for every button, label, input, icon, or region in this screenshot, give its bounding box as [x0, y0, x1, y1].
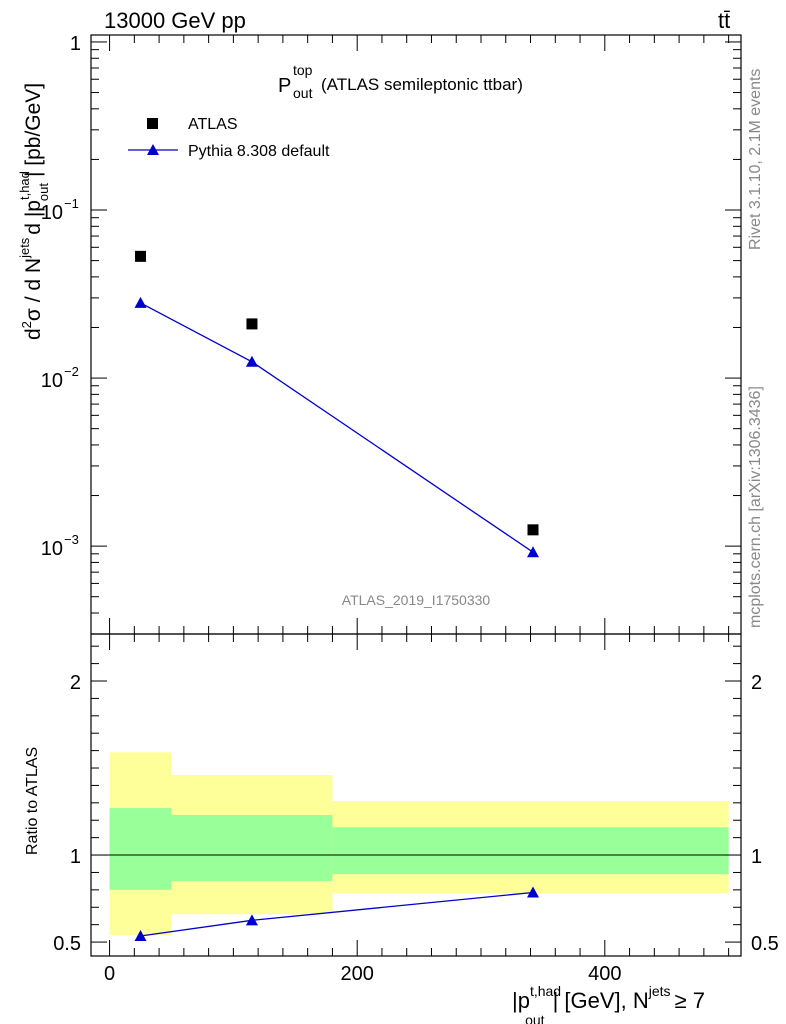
source-label: mcplots.cern.ch [arXiv:1306.3436]	[747, 386, 764, 628]
legend-atlas-marker	[147, 118, 158, 129]
ratio-pythia-point-2	[527, 886, 539, 898]
series-layer	[134, 250, 539, 941]
pythia-point-0	[134, 296, 147, 308]
ratio-ytick-label-left-1: 1	[70, 846, 81, 868]
ylabel-tsub: out	[36, 183, 51, 201]
ratio-pythia-point-0	[134, 929, 147, 941]
ratio-ytick-label-right-1: 1	[751, 846, 762, 868]
rivet-label: Rivet 3.1.10, 2.1M events	[747, 69, 764, 250]
title-main: P	[278, 75, 291, 97]
ratio-plot-frame	[90, 633, 742, 957]
xtick-label-0: 0	[104, 963, 115, 985]
title-sup: top	[293, 62, 313, 78]
top-ytick-exp-1: −1	[64, 196, 79, 211]
ylabel-jets: jets	[17, 237, 32, 259]
xlabel-rest: | [GeV], N	[553, 988, 649, 1013]
ratio-ytick-label-right-0: 0.5	[751, 933, 779, 955]
top-ytick-label-0: 1	[70, 33, 81, 55]
process-label: tt̄	[718, 8, 730, 33]
atlas-point-2	[527, 524, 539, 536]
xlabel-end: ≥ 7	[675, 988, 705, 1013]
ratio-pythia-point-1	[245, 914, 258, 926]
ratio-bands	[109, 752, 729, 936]
ylabel-unit: | [pb/GeV]	[22, 83, 45, 177]
band-green-2	[332, 827, 729, 875]
ylabel-d: d	[22, 328, 45, 340]
top-ytick-label-2: 10	[41, 370, 63, 392]
ratio-ytick-label-right-2: 2	[751, 672, 762, 694]
top-ytick-exp-3: −3	[64, 532, 79, 547]
ylabel-tsup: t,had	[17, 171, 32, 200]
ylabel-sigma: σ / d N	[22, 258, 45, 321]
legend: ATLAS Pythia 8.308 default	[128, 116, 330, 160]
xlabel-sub: out	[525, 1012, 545, 1024]
pythia-line	[140, 302, 534, 553]
plot-frames	[90, 34, 742, 957]
xlabel-p: |p	[512, 988, 530, 1013]
band-green-1	[171, 815, 333, 882]
atlas-point-0	[135, 250, 147, 262]
analysis-watermark: ATLAS_2019_I1750330	[342, 592, 491, 608]
legend-pythia-label: Pythia 8.308 default	[188, 143, 330, 160]
energy-label: 13000 GeV pp	[104, 8, 246, 33]
ylabel-sup-2: 2	[19, 321, 34, 328]
legend-pythia-marker	[147, 144, 159, 155]
legend-atlas-label: ATLAS	[188, 116, 238, 133]
title-rest: (ATLAS semileptonic ttbar)	[321, 75, 523, 94]
x-axis-label: |pt,had out | [GeV], Njets ≥ 7	[512, 983, 705, 1024]
band-green-0	[109, 808, 172, 890]
top-ytick-exp-2: −2	[64, 364, 79, 379]
plot-title: P top out (ATLAS semileptonic ttbar)	[278, 62, 523, 101]
top-y-axis-label: d2σ / d Njets d |pt,had out | [pb/GeV]	[17, 83, 51, 340]
pythia-point-2	[527, 546, 539, 558]
xtick-label-200: 200	[341, 963, 374, 985]
xtick-label-400: 400	[588, 963, 621, 985]
xlabel-jets: jets	[648, 983, 671, 999]
pythia-point-1	[245, 355, 258, 367]
atlas-point-1	[246, 318, 258, 330]
top-ytick-label-3: 10	[41, 538, 63, 560]
xlabel-sup: t,had	[530, 983, 561, 999]
ratio-ytick-label-left-0: 0.5	[53, 933, 81, 955]
ratio-ytick-label-left-2: 2	[70, 672, 81, 694]
ylabel-dp: d |p	[22, 200, 45, 235]
top-ytick-label-1: 10	[41, 202, 63, 224]
ratio-y-axis-label: Ratio to ATLAS	[24, 747, 41, 855]
title-sub: out	[293, 85, 313, 101]
